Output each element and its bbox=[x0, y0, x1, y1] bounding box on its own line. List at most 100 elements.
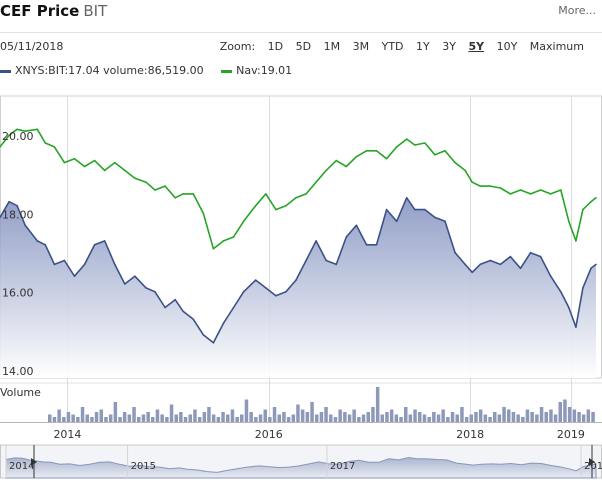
legend-item-price[interactable]: XNYS:BIT:17.04 volume:86,519.00 bbox=[0, 64, 204, 77]
volume-bar bbox=[493, 412, 497, 422]
legend-swatch-price bbox=[0, 69, 11, 73]
volume-bar bbox=[497, 414, 502, 422]
zoom-option-1d[interactable]: 1D bbox=[267, 40, 284, 53]
navigator-handle-left[interactable] bbox=[31, 458, 37, 466]
volume-bar bbox=[371, 407, 375, 422]
nav-point bbox=[124, 169, 126, 172]
price-point bbox=[53, 263, 56, 266]
price-point bbox=[499, 263, 502, 266]
volume-bar bbox=[235, 417, 239, 422]
legend-item-nav[interactable]: Nav:19.01 bbox=[221, 64, 292, 77]
volume-bar bbox=[132, 407, 136, 422]
volume-bar bbox=[118, 417, 122, 422]
title-text: CEF Price bbox=[0, 2, 80, 20]
navigator-tick-label: 2014 bbox=[9, 461, 34, 472]
price-point bbox=[265, 287, 267, 289]
volume-bar bbox=[577, 412, 581, 422]
volume-bar bbox=[394, 414, 399, 422]
price-point bbox=[424, 208, 426, 211]
nav-point bbox=[414, 144, 416, 146]
price-point bbox=[182, 310, 184, 313]
nav-point bbox=[575, 240, 577, 242]
volume-bar bbox=[277, 414, 281, 422]
nav-point bbox=[275, 208, 277, 211]
price-point bbox=[145, 287, 147, 289]
more-link[interactable]: More... bbox=[558, 4, 596, 17]
volume-bar bbox=[207, 407, 211, 422]
zoom-option-5y[interactable]: 5Y bbox=[468, 40, 485, 53]
navigator[interactable]: 2014 2015 2017 2019 bbox=[0, 444, 602, 479]
volume-bar bbox=[300, 409, 305, 422]
volume-bar bbox=[202, 412, 207, 422]
zoom-option-10y[interactable]: 10Y bbox=[496, 40, 518, 53]
zoom-option-5d[interactable]: 5D bbox=[295, 40, 312, 53]
price-point bbox=[164, 306, 166, 309]
chart-legend: XNYS:BIT:17.04 volume:86,519.00 Nav:19.0… bbox=[0, 64, 292, 77]
volume-bar bbox=[216, 417, 221, 422]
nav-point bbox=[93, 159, 96, 162]
volume-bar bbox=[174, 414, 178, 422]
nav-point bbox=[335, 159, 338, 162]
volume-bar bbox=[586, 409, 591, 422]
volume-bar bbox=[511, 412, 516, 422]
nav-point bbox=[479, 185, 482, 187]
header-divider bbox=[0, 32, 602, 33]
nav-point bbox=[24, 130, 27, 132]
volume-bar bbox=[525, 409, 530, 422]
volume-bar bbox=[272, 407, 277, 422]
volume-bar bbox=[99, 409, 103, 422]
legend-text-nav: Nav:19.01 bbox=[236, 64, 293, 77]
volume-bar bbox=[296, 404, 300, 422]
x-axis: 2014 2016 2018 2019 bbox=[53, 428, 584, 441]
navigator-series bbox=[5, 456, 597, 479]
price-point bbox=[36, 240, 39, 242]
nav-point bbox=[295, 197, 297, 199]
nav-line[interactable] bbox=[0, 128, 597, 250]
nav-point bbox=[212, 247, 215, 250]
nav-point bbox=[539, 189, 542, 191]
volume-bar bbox=[474, 412, 478, 422]
volume-bar bbox=[591, 412, 595, 422]
price-point bbox=[8, 200, 10, 203]
nav-point bbox=[519, 189, 522, 191]
y-tick-label: 14.00 bbox=[2, 365, 34, 378]
volume-bar bbox=[380, 414, 384, 422]
volume-bar bbox=[427, 417, 431, 422]
nav-point bbox=[375, 150, 378, 152]
volume-bar bbox=[324, 407, 328, 422]
volume-bar bbox=[422, 414, 427, 422]
zoom-option-maximum[interactable]: Maximum bbox=[529, 40, 584, 53]
nav-point bbox=[222, 240, 225, 242]
volume-panel: Volume bbox=[0, 382, 602, 423]
legend-text-price: XNYS:BIT:17.04 volume:86,519.00 bbox=[15, 64, 204, 77]
volume-bar bbox=[48, 414, 52, 422]
volume-bar bbox=[193, 409, 197, 422]
volume-bar bbox=[329, 414, 333, 422]
price-point bbox=[355, 224, 358, 227]
price-point bbox=[212, 342, 215, 344]
zoom-option-1m[interactable]: 1M bbox=[323, 40, 341, 53]
price-point bbox=[434, 216, 436, 219]
zoom-option-3y[interactable]: 3Y bbox=[442, 40, 456, 53]
volume-bar bbox=[226, 414, 230, 422]
volume-bar bbox=[413, 409, 417, 422]
zoom-option-1y[interactable]: 1Y bbox=[416, 40, 430, 53]
navigator-handle-right[interactable] bbox=[589, 458, 595, 466]
zoom-option-3m[interactable]: 3M bbox=[352, 40, 370, 53]
nav-point bbox=[254, 204, 257, 207]
nav-point bbox=[454, 161, 456, 164]
volume-bar bbox=[160, 414, 164, 422]
volume-bar bbox=[254, 417, 258, 422]
zoom-controls: Zoom: 1D 5D 1M 3M YTD 1Y 3Y 5Y 10Y Maxim… bbox=[220, 40, 584, 53]
volume-bar bbox=[230, 409, 235, 422]
volume-bar bbox=[76, 417, 80, 422]
volume-bar bbox=[183, 417, 188, 422]
volume-bar bbox=[258, 414, 263, 422]
zoom-option-ytd[interactable]: YTD bbox=[381, 40, 404, 53]
nav-point bbox=[434, 154, 436, 156]
volume-bar bbox=[418, 412, 422, 422]
price-point bbox=[479, 263, 482, 266]
volume-bar bbox=[310, 402, 314, 422]
volume-bar bbox=[249, 412, 253, 422]
